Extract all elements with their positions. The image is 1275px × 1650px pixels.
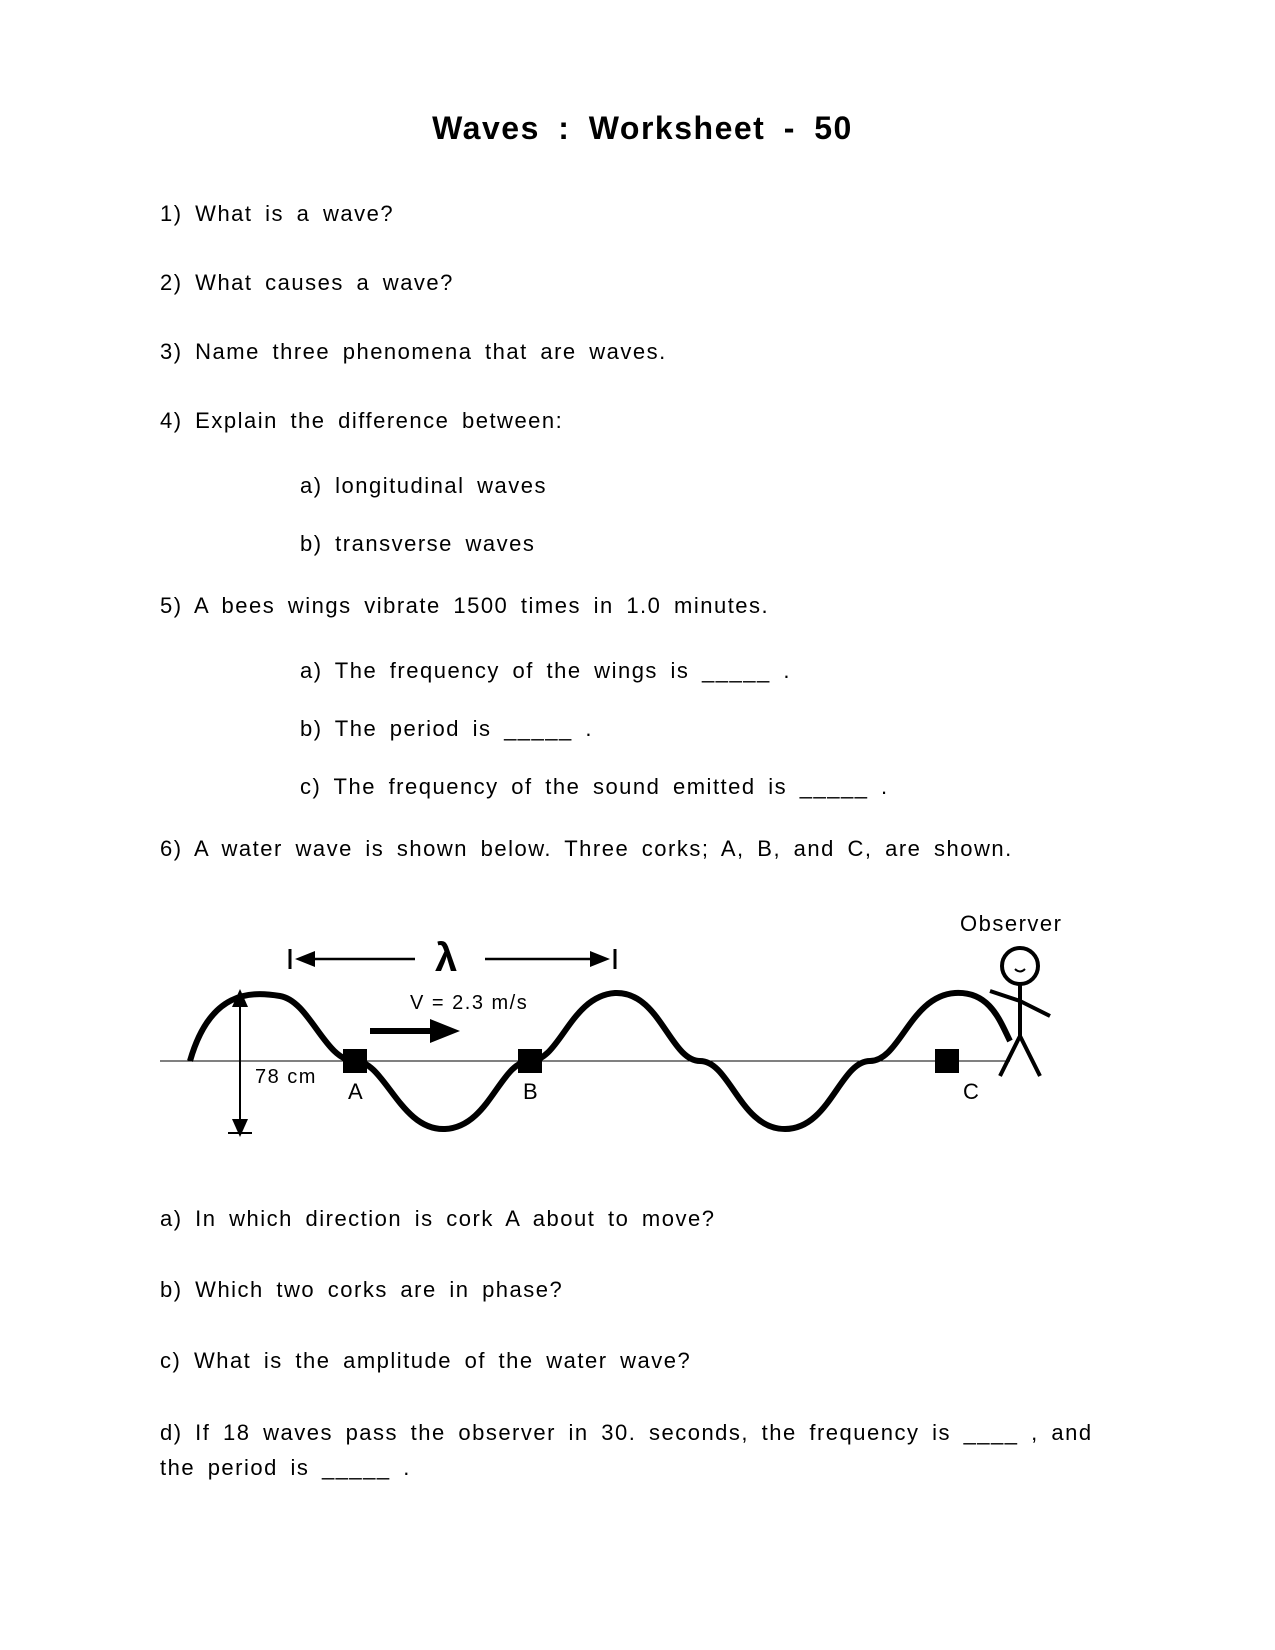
observer-arm-right (1020, 1001, 1050, 1016)
cork-c-label: C (963, 1079, 980, 1104)
lambda-arrow-right-head (590, 951, 610, 967)
wave-svg: 78 cm λ V = 2.3 m/s A B C Observer (160, 901, 1120, 1161)
worksheet-title: Waves : Worksheet - 50 (160, 110, 1125, 147)
question-3: 3) Name three phenomena that are waves. (160, 335, 1125, 368)
wave-diagram: 78 cm λ V = 2.3 m/s A B C Observer (160, 901, 1125, 1161)
observer-mouth (1015, 969, 1025, 972)
cork-a-label: A (348, 1079, 364, 1104)
lambda-arrow-left-head (295, 951, 315, 967)
observer-head (1002, 948, 1038, 984)
velocity-arrow-head (430, 1019, 460, 1043)
amplitude-arrow-down (232, 1119, 248, 1137)
question-2: 2) What causes a wave? (160, 266, 1125, 299)
question-4: 4) Explain the difference between: (160, 404, 1125, 437)
observer-leg-left (1000, 1036, 1020, 1076)
question-1: 1) What is a wave? (160, 197, 1125, 230)
observer-label: Observer (960, 911, 1062, 936)
question-4a: a) longitudinal waves (300, 473, 1125, 499)
question-6: 6) A water wave is shown below. Three co… (160, 832, 1125, 865)
question-5c: c) The frequency of the sound emitted is… (300, 774, 1125, 800)
observer-arm-left (990, 991, 1020, 1001)
amplitude-text: 78 cm (255, 1066, 317, 1088)
question-6b: b) Which two corks are in phase? (160, 1272, 1125, 1307)
observer-leg-right (1020, 1036, 1040, 1076)
velocity-text: V = 2.3 m/s (410, 992, 528, 1014)
cork-b-square (518, 1049, 542, 1073)
question-6c: c) What is the amplitude of the water wa… (160, 1343, 1125, 1378)
question-6a: a) In which direction is cork A about to… (160, 1201, 1125, 1236)
question-5b: b) The period is _____ . (300, 716, 1125, 742)
question-4b: b) transverse waves (300, 531, 1125, 557)
cork-b-label: B (523, 1079, 539, 1104)
cork-c-square (935, 1049, 959, 1073)
question-6d: d) If 18 waves pass the observer in 30. … (160, 1415, 1125, 1485)
cork-a-square (343, 1049, 367, 1073)
lambda-symbol: λ (435, 936, 459, 980)
question-5a: a) The frequency of the wings is _____ . (300, 658, 1125, 684)
question-5: 5) A bees wings vibrate 1500 times in 1.… (160, 589, 1125, 622)
